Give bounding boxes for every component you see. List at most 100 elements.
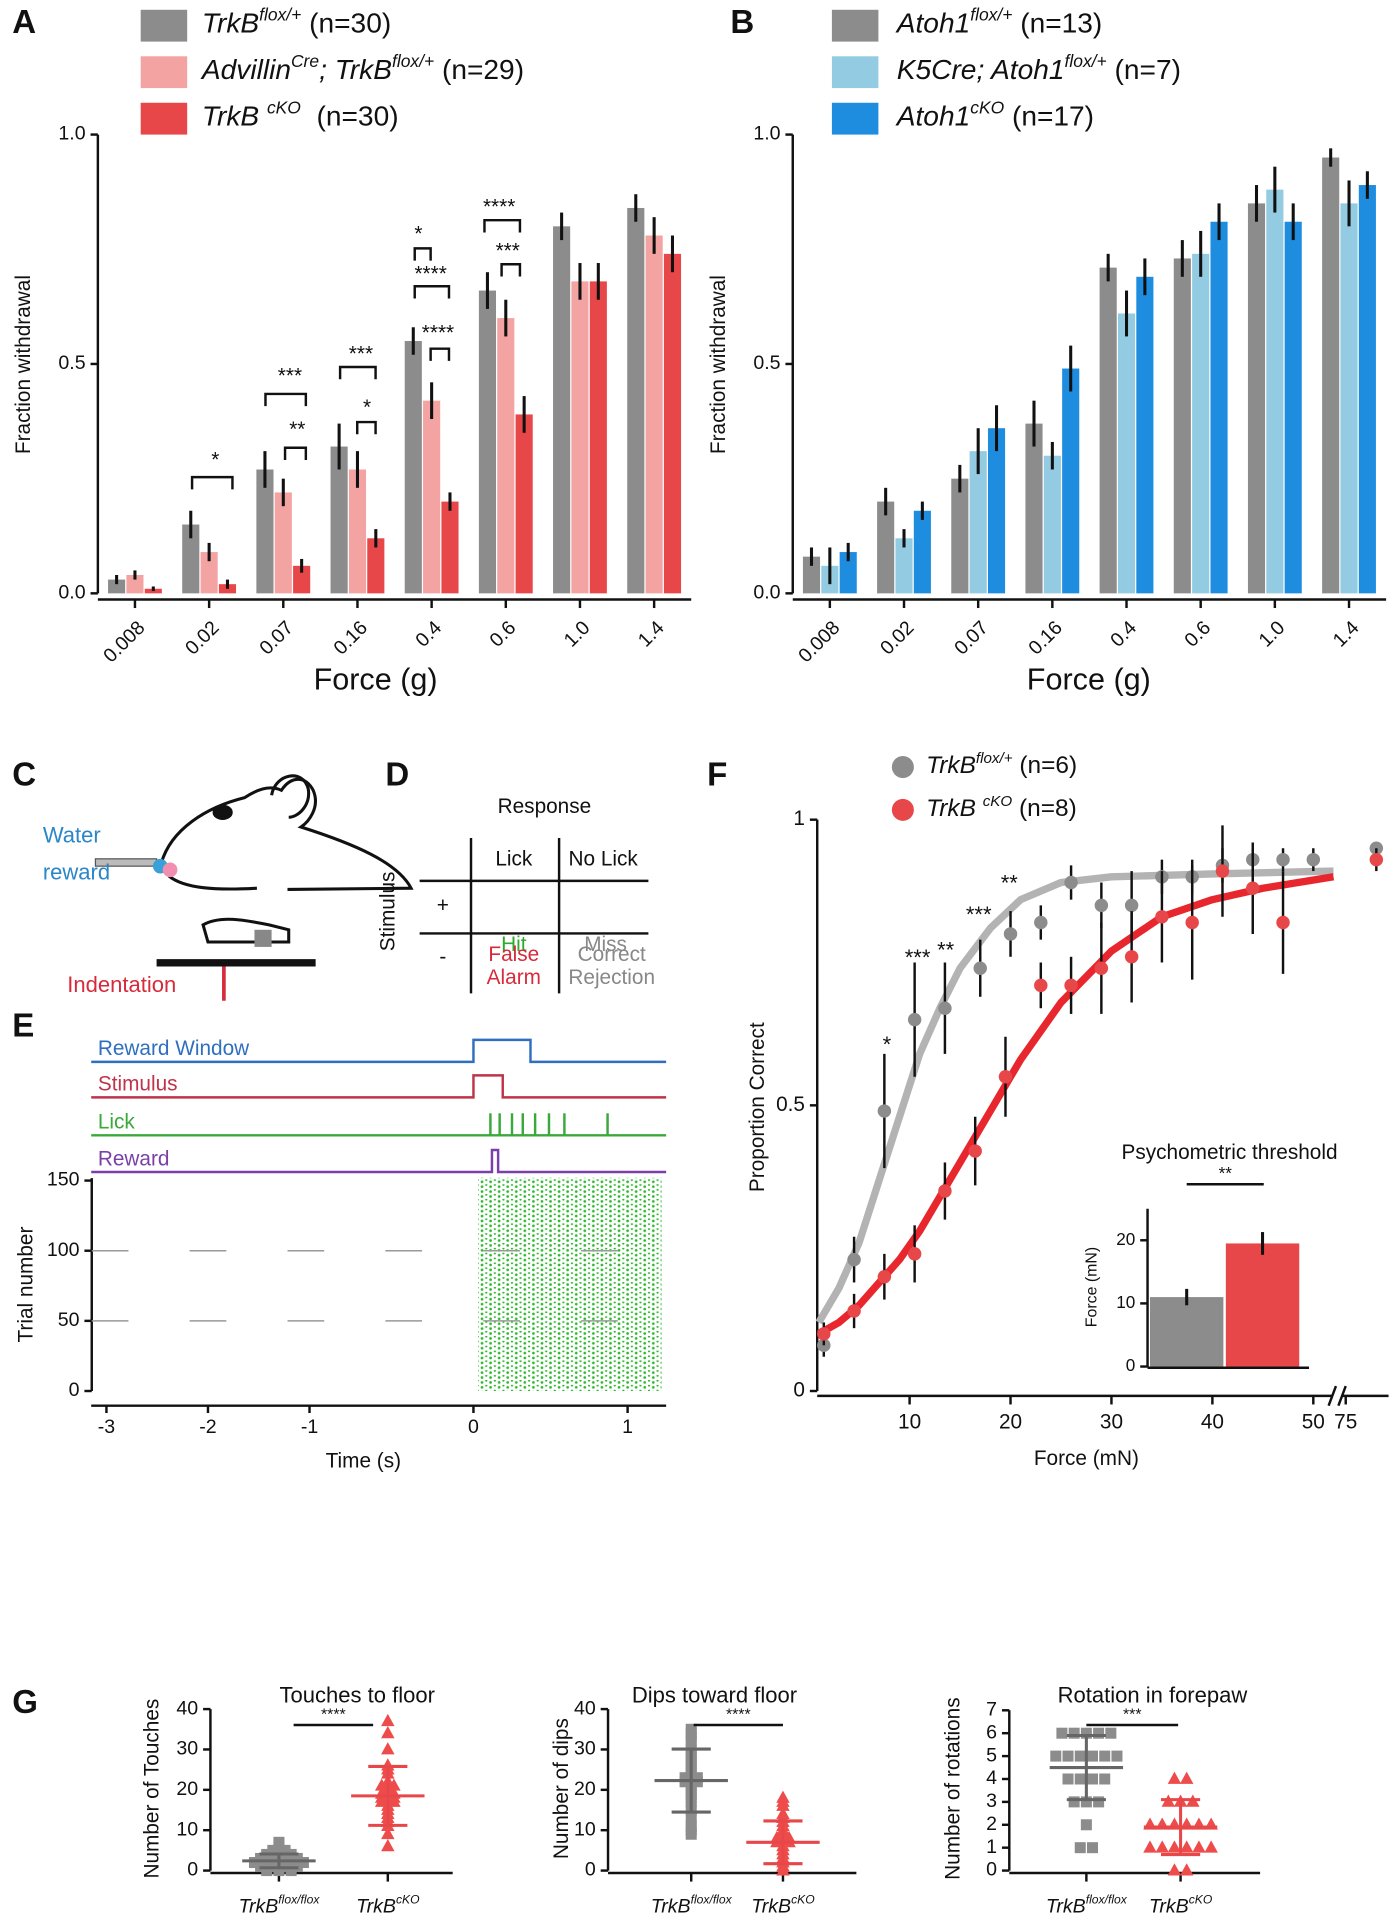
- bar: [802, 556, 821, 594]
- point: [1094, 961, 1109, 975]
- bar: [293, 565, 311, 594]
- mouse-outline: [160, 777, 414, 891]
- bar: [1225, 1243, 1300, 1367]
- water-label: reward: [43, 859, 110, 884]
- significance-label: *: [883, 1032, 892, 1057]
- y-tick-label: 2: [986, 1813, 997, 1835]
- point: [1034, 915, 1048, 930]
- x-tick-label: -1: [301, 1416, 318, 1438]
- legend-label-part: flox/+: [259, 4, 301, 24]
- bar: [553, 226, 571, 594]
- y-tick-label: 50: [58, 1309, 80, 1331]
- bar: [645, 235, 663, 594]
- significance-bracket: [413, 247, 432, 261]
- legend-label: Atoh1flox/+ (n=13): [895, 4, 1103, 39]
- table-cell: Alarm: [487, 966, 541, 989]
- point: [1080, 1796, 1092, 1808]
- x-tick-label: TrkBflox/flox: [1046, 1892, 1128, 1917]
- x-tick-label: 10: [898, 1410, 921, 1433]
- x-tick-label-part: TrkB: [1046, 1895, 1086, 1917]
- bar: [144, 588, 162, 594]
- legend-label: Atoh1cKO (n=17): [895, 97, 1094, 132]
- point: [1369, 852, 1384, 867]
- y-tick-label: 1: [986, 1836, 997, 1858]
- point: [285, 1865, 297, 1877]
- signal-trace: [91, 1148, 667, 1174]
- bar: [951, 478, 969, 594]
- significance-label: ****: [726, 1706, 751, 1723]
- significance-label: *: [363, 396, 371, 419]
- bar: [1149, 1297, 1224, 1367]
- legend-label-part: Advillin: [200, 55, 291, 86]
- axis-break: [1327, 1385, 1347, 1407]
- y-tick-label: 20: [176, 1778, 198, 1800]
- legend-label-part: Atoh1: [895, 8, 971, 39]
- point: [847, 1252, 861, 1267]
- legend-swatch: [140, 56, 188, 89]
- y-tick-label: 5: [986, 1744, 997, 1766]
- legend-label: TrkB cKO (n=8): [926, 792, 1077, 822]
- panel-label: B: [730, 3, 754, 40]
- chart-title: Touches to floor: [280, 1683, 435, 1708]
- point: [1179, 1863, 1194, 1876]
- significance-bracket: [413, 285, 451, 299]
- point: [1003, 927, 1018, 941]
- legend-label-part: (n=7): [1107, 55, 1181, 86]
- bar: [1117, 313, 1136, 594]
- x-tick-label: 30: [1100, 1410, 1123, 1433]
- significance-bracket: [264, 392, 308, 407]
- point: [1167, 1863, 1182, 1876]
- point: [1306, 852, 1321, 867]
- bar: [441, 501, 459, 594]
- y-axis-label: Number of rotations: [942, 1697, 965, 1880]
- y-tick-label: 0: [187, 1859, 198, 1881]
- x-tick-label-part: cKO: [396, 1892, 420, 1906]
- point: [381, 1725, 395, 1739]
- y-tick-label: 20: [1116, 1230, 1135, 1249]
- bar: [589, 281, 607, 594]
- y-tick-label: 0: [793, 1378, 805, 1401]
- significance-label: **: [1001, 870, 1019, 895]
- point: [381, 1839, 395, 1852]
- point: [1056, 1727, 1068, 1739]
- x-tick-label-part: TrkB: [751, 1895, 791, 1917]
- y-tick-label: 0: [986, 1859, 997, 1881]
- signal-label: Reward Window: [98, 1037, 250, 1060]
- y-tick-label: 0.0: [58, 582, 85, 604]
- point: [267, 1844, 279, 1856]
- indentation-label: Indentation: [67, 972, 176, 997]
- row-label: -: [439, 945, 446, 968]
- bar: [404, 341, 422, 594]
- point: [1099, 1773, 1111, 1785]
- table-header: Lick: [495, 848, 533, 871]
- x-tick-label: 0: [468, 1416, 479, 1438]
- x-tick-label-part: flox/flox: [1086, 1892, 1128, 1906]
- point: [998, 1070, 1013, 1084]
- significance-bracket: [429, 347, 451, 361]
- signal-label: Stimulus: [98, 1073, 178, 1096]
- point: [685, 1735, 697, 1747]
- bar: [256, 469, 274, 594]
- y-axis-label: Trial number: [14, 1227, 37, 1343]
- water-label: Water: [43, 823, 101, 848]
- legend-label-part: Atoh1: [895, 101, 971, 132]
- point: [1185, 915, 1199, 930]
- x-axis-label: Force (mN): [1034, 1447, 1139, 1470]
- panel-label: G: [12, 1683, 38, 1720]
- bar: [1136, 276, 1154, 594]
- bar: [1192, 253, 1210, 594]
- significance-label: ***: [905, 945, 931, 970]
- panel-label: C: [12, 756, 36, 793]
- mouse-eye: [212, 804, 233, 820]
- signal-label: Reward: [98, 1147, 170, 1170]
- point: [1034, 978, 1048, 993]
- legend-swatch: [140, 102, 188, 135]
- point: [1124, 898, 1139, 913]
- legend-label: AdvillinCre; TrkBflox/+ (n=29): [200, 51, 524, 86]
- significance-label: **: [1219, 1164, 1233, 1183]
- mouse-paw: [201, 917, 291, 944]
- x-tick-label: 0.008: [99, 617, 149, 667]
- point: [685, 1828, 697, 1840]
- significance-label: ***: [1123, 1706, 1142, 1723]
